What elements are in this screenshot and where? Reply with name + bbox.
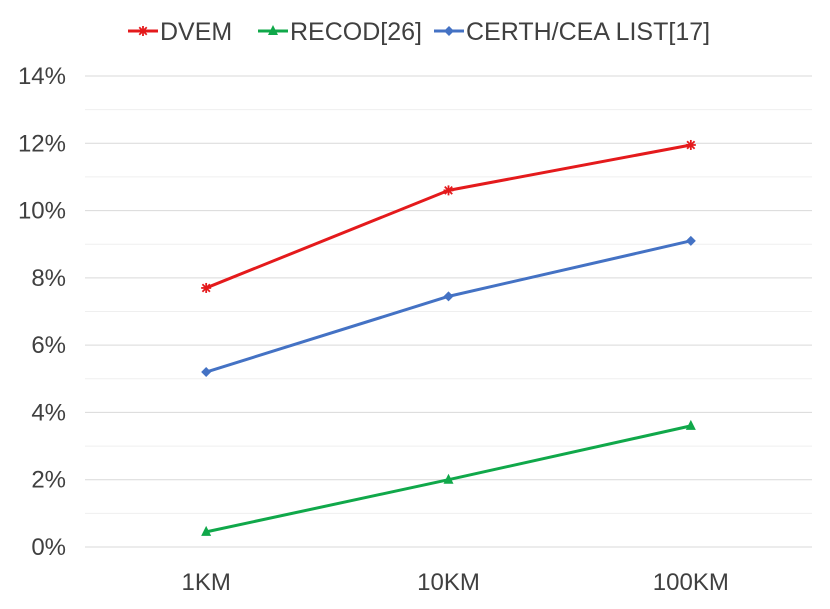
star-marker — [443, 185, 454, 196]
legend: DVEM RECOD[26] CERTH/CEA LIST[17] — [128, 18, 710, 46]
triangle-marker — [685, 419, 696, 430]
x-tick-label: 100KM — [653, 569, 729, 596]
legend-label: DVEM — [160, 18, 232, 46]
star-marker — [138, 26, 148, 36]
diamond-marker — [685, 235, 696, 246]
diamond-marker — [201, 367, 212, 378]
y-tick-label: 10% — [18, 198, 66, 225]
legend-item: CERTH/CEA LIST[17] — [434, 18, 710, 46]
x-tick-label: 1KM — [181, 569, 230, 596]
y-tick-label: 8% — [31, 265, 66, 292]
series-0 — [201, 139, 696, 293]
series-line — [205, 239, 692, 374]
diamond-marker — [443, 291, 454, 302]
x-axis-tick-labels: 1KM 10KM 100KM — [181, 569, 728, 596]
y-tick-label: 0% — [31, 534, 66, 561]
legend-label: CERTH/CEA LIST[17] — [466, 18, 710, 46]
y-tick-label: 4% — [31, 399, 66, 426]
y-tick-label: 2% — [31, 467, 66, 494]
series-lines — [201, 139, 696, 536]
triangle-marker — [201, 525, 212, 536]
legend-item: DVEM — [128, 18, 232, 46]
series-2 — [201, 235, 696, 378]
y-tick-label: 6% — [31, 332, 66, 359]
legend-label: RECOD[26] — [290, 18, 422, 46]
triangle-marker — [268, 25, 278, 35]
y-tick-label: 12% — [18, 130, 66, 157]
x-tick-label: 10KM — [417, 569, 480, 596]
series-1 — [201, 419, 696, 536]
y-tick-label: 14% — [18, 63, 66, 90]
triangle-marker — [443, 473, 454, 484]
legend-item: RECOD[26] — [258, 18, 422, 46]
series-line — [205, 143, 692, 290]
diamond-marker — [444, 26, 454, 36]
star-marker — [685, 139, 696, 150]
y-axis-tick-labels: 0% 2% 4% 6% 8% 10% 12% 14% — [18, 63, 66, 561]
star-marker — [201, 282, 212, 293]
